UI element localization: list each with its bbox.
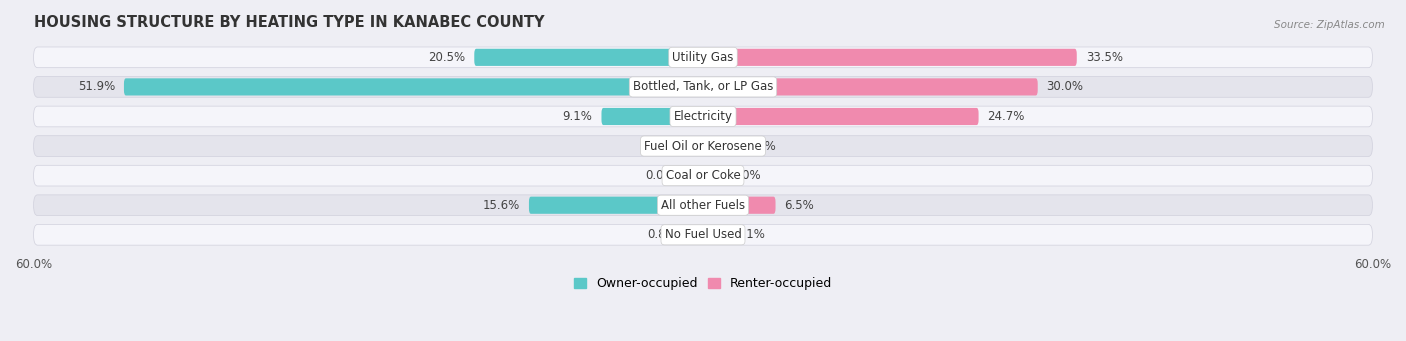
FancyBboxPatch shape [34, 136, 1372, 157]
FancyBboxPatch shape [34, 195, 1372, 216]
FancyBboxPatch shape [34, 165, 1372, 186]
Text: Electricity: Electricity [673, 110, 733, 123]
Text: All other Fuels: All other Fuels [661, 199, 745, 212]
Text: 20.5%: 20.5% [429, 51, 465, 64]
FancyBboxPatch shape [703, 108, 979, 125]
Text: 9.1%: 9.1% [562, 110, 592, 123]
FancyBboxPatch shape [703, 78, 1038, 95]
FancyBboxPatch shape [602, 108, 703, 125]
Text: 0.0%: 0.0% [645, 169, 675, 182]
Text: No Fuel Used: No Fuel Used [665, 228, 741, 241]
FancyBboxPatch shape [34, 224, 1372, 245]
Text: Bottled, Tank, or LP Gas: Bottled, Tank, or LP Gas [633, 80, 773, 93]
FancyBboxPatch shape [124, 78, 703, 95]
Text: Utility Gas: Utility Gas [672, 51, 734, 64]
Text: 2.1%: 2.1% [641, 139, 671, 152]
Text: 33.5%: 33.5% [1085, 51, 1123, 64]
FancyBboxPatch shape [703, 167, 720, 184]
Text: 2.1%: 2.1% [735, 228, 765, 241]
Text: 6.5%: 6.5% [785, 199, 814, 212]
FancyBboxPatch shape [703, 197, 776, 214]
FancyBboxPatch shape [34, 106, 1372, 127]
FancyBboxPatch shape [529, 197, 703, 214]
Text: 15.6%: 15.6% [482, 199, 520, 212]
Text: Fuel Oil or Kerosene: Fuel Oil or Kerosene [644, 139, 762, 152]
Text: 0.0%: 0.0% [731, 169, 761, 182]
FancyBboxPatch shape [693, 226, 703, 243]
FancyBboxPatch shape [703, 226, 727, 243]
FancyBboxPatch shape [34, 47, 1372, 68]
FancyBboxPatch shape [686, 167, 703, 184]
Text: HOUSING STRUCTURE BY HEATING TYPE IN KANABEC COUNTY: HOUSING STRUCTURE BY HEATING TYPE IN KAN… [34, 15, 544, 30]
FancyBboxPatch shape [703, 49, 1077, 66]
FancyBboxPatch shape [34, 77, 1372, 97]
Text: Coal or Coke: Coal or Coke [665, 169, 741, 182]
Text: 3.1%: 3.1% [747, 139, 776, 152]
Text: 30.0%: 30.0% [1046, 80, 1084, 93]
Legend: Owner-occupied, Renter-occupied: Owner-occupied, Renter-occupied [568, 272, 838, 295]
Text: 51.9%: 51.9% [77, 80, 115, 93]
Text: 0.85%: 0.85% [648, 228, 685, 241]
Text: Source: ZipAtlas.com: Source: ZipAtlas.com [1274, 20, 1385, 30]
FancyBboxPatch shape [679, 137, 703, 155]
FancyBboxPatch shape [703, 137, 738, 155]
FancyBboxPatch shape [474, 49, 703, 66]
Text: 24.7%: 24.7% [987, 110, 1025, 123]
